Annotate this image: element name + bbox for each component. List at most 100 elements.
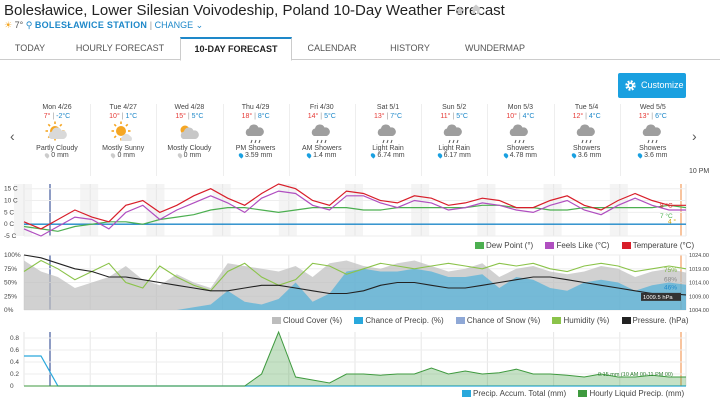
day-high-temp: 15°	[175, 113, 186, 120]
day-high-temp: 7°	[43, 113, 51, 120]
day-precip: 0 mm	[90, 151, 156, 159]
precip-end-label: 46%	[664, 285, 677, 292]
change-station-link[interactable]: CHANGE	[154, 20, 194, 30]
tab-bar: TODAY HOURLY FORECAST 10-DAY FORECAST CA…	[0, 37, 720, 61]
gear-icon	[625, 80, 636, 91]
day-precip: 3.6 mm	[554, 151, 620, 159]
chevron-down-icon[interactable]: ⌄	[195, 20, 204, 30]
rain-icon	[443, 124, 463, 144]
legend-hourly-liquid[interactable]: Hourly Liquid Precip. (mm)	[578, 389, 684, 398]
day-temps: 7° | -2°C	[24, 113, 90, 120]
temp-separator: |	[384, 113, 391, 120]
day-precip: 3.59 mm	[223, 151, 289, 159]
day-precip-value: 3.6 mm	[577, 152, 602, 159]
day-low-temp: 7°C	[390, 113, 403, 120]
day-column[interactable]: Sat 5/1 13° | 7°C Light Rain 6.74 mm	[355, 104, 421, 176]
legend-dew-point[interactable]: Dew Point (°)	[475, 241, 533, 250]
tab-today[interactable]: TODAY	[14, 43, 46, 53]
day-high-temp: 14°	[307, 113, 319, 120]
y-tick-label: 0.2	[10, 371, 19, 378]
day-precip-value: 0 mm	[117, 152, 135, 159]
home-icon[interactable]	[470, 3, 482, 15]
legend-precip-total[interactable]: Precip. Accum. Total (mm)	[462, 389, 566, 398]
day-condition: Mostly Cloudy	[167, 145, 212, 152]
tab-10-day-forecast[interactable]: 10-DAY FORECAST	[180, 37, 292, 61]
y-tick-label-left: 75%	[4, 266, 17, 273]
rain-icon	[377, 124, 396, 144]
hourly-liquid-area	[24, 332, 686, 386]
day-precip-value: 6.74 mm	[377, 152, 405, 159]
feels-like-line	[23, 190, 686, 237]
tab-history[interactable]: HISTORY	[390, 43, 430, 53]
y-tick-label-left: 0%	[4, 307, 14, 312]
customize-button[interactable]: Customize	[618, 73, 686, 98]
temp-separator: |	[516, 113, 523, 120]
day-precip: 4.78 mm	[487, 151, 553, 159]
night-band	[609, 184, 628, 236]
day-condition: Light Rain	[438, 145, 470, 152]
day-column[interactable]: Sun 5/2 11° | 5°C Light Rain 6.17 mm	[421, 104, 487, 176]
previous-days-arrow-icon[interactable]: ‹	[10, 128, 15, 144]
legend-cloud-cover[interactable]: Cloud Cover (%)	[272, 316, 342, 325]
conditions-chart: 100% 75% 50% 25% 0% 1024.00 1019.00 1014.00 1009…	[4, 252, 709, 312]
day-low-temp: 4°C	[588, 113, 601, 120]
night-band	[80, 184, 99, 236]
temperature-end-label: 8 °C	[660, 201, 673, 209]
legend-chance-precip[interactable]: Chance of Precip. (%)	[354, 316, 444, 325]
cloud-end-label: 68%	[664, 277, 677, 284]
y-tick-label: 15 C	[4, 186, 18, 193]
day-precip: 6.17 mm	[421, 151, 487, 159]
day-temps: 15° | 5°C	[156, 113, 222, 120]
temp-separator: |	[649, 113, 656, 120]
day-temps: 10° | 1°C	[90, 113, 156, 120]
legend-pressure[interactable]: Pressure. (hPa)	[621, 316, 689, 325]
temperature-chart: 15 C 10 C 5 C 0 C -5 C 8 °C 7 °C4 °	[4, 183, 687, 240]
raindrop-icon	[370, 151, 377, 159]
favorite-star-icon[interactable]: ★	[454, 3, 466, 18]
y-tick-label-left: 50%	[4, 280, 17, 287]
legend-humidity[interactable]: Humidity (%)	[552, 316, 609, 325]
tab-calendar[interactable]: CALENDAR	[307, 43, 357, 53]
day-column[interactable]: Thu 4/29 18° | 8°C PM Showers 3.59 mm	[223, 104, 289, 176]
day-condition: Mostly Sunny	[102, 145, 145, 152]
hourly-liquid-line	[24, 330, 686, 387]
legend-temperature[interactable]: Temperature (°C)	[621, 241, 694, 250]
day-column[interactable]: Tue 5/4 12° | 4°C Showers 3.6 mm	[554, 104, 620, 176]
raindrop-icon	[636, 151, 644, 159]
raindrop-icon	[237, 151, 245, 159]
day-temps: 14° | 5°C	[289, 113, 355, 120]
legend-feels-like[interactable]: Feels Like (°C)	[545, 241, 609, 250]
day-column[interactable]: Mon 5/3 10° | 4°C Showers 4.78 mm	[487, 104, 553, 176]
tab-hourly-forecast[interactable]: HOURLY FORECAST	[75, 43, 165, 53]
time-marker-label: 10 PM	[689, 168, 710, 175]
day-high-temp: 10°	[109, 113, 120, 120]
day-low-temp: -2°C	[56, 113, 71, 120]
next-days-arrow-icon[interactable]: ›	[692, 128, 697, 144]
day-condition: Light Rain	[372, 145, 404, 152]
day-name: Mon 5/3	[507, 104, 534, 111]
raindrop-icon	[436, 151, 443, 159]
pressure-end-badge	[641, 292, 681, 301]
day-low-temp: 5°C	[191, 113, 204, 120]
tab-wundermap[interactable]: WUNDERMAP	[465, 43, 525, 53]
precip-annotation: 0.15 mm (10 AM 00-11 PM 00)	[598, 372, 673, 378]
legend-chance-snow[interactable]: Chance of Snow (%)	[455, 316, 540, 325]
day-column[interactable]: Fri 4/30 14° | 5°C AM Showers 1.4 mm	[289, 104, 355, 176]
day-precip: 6.74 mm	[355, 151, 421, 159]
day-condition: Showers	[506, 145, 534, 152]
day-name: Wed 5/5	[639, 104, 666, 111]
day-condition: Partly Cloudy	[36, 145, 78, 152]
partly-cloudy-icon	[45, 121, 67, 141]
conditions-legend: Cloud Cover (%) Chance of Precip. (%) Ch…	[262, 316, 689, 325]
station-link[interactable]: BOLESŁAWICE STATION	[34, 20, 148, 30]
temp-separator: |	[252, 113, 258, 120]
day-column[interactable]: Wed 4/28 15° | 5°C Mostly Cloudy 0 mm	[156, 104, 222, 176]
day-column[interactable]: Wed 5/5 13° | 6°C Showers 3.6 mm	[620, 104, 686, 176]
day-condition: PM Showers	[235, 145, 276, 152]
day-column[interactable]: Tue 4/27 10° | 1°C Mostly Sunny 0 mm	[90, 104, 156, 176]
temp-separator: |	[583, 113, 589, 120]
day-summary-strip: Mon 4/26 7° | -2°C Partly Cloudy 0 mm Tue 4/…	[24, 104, 686, 176]
day-column[interactable]: Mon 4/26 7° | -2°C Partly Cloudy 0 mm	[24, 104, 90, 176]
y-tick-label-right: 1019.00	[689, 267, 709, 273]
day-temps: 18° | 8°C	[223, 113, 289, 120]
